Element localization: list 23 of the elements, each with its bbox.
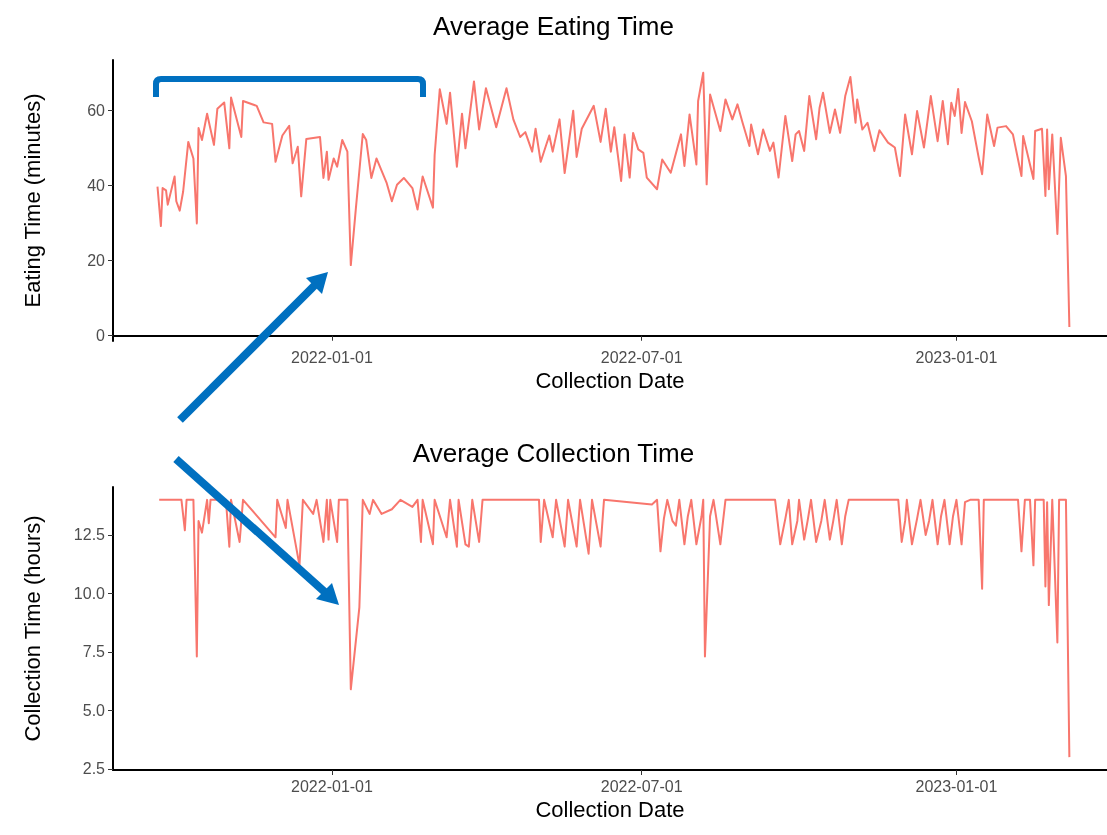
y-tick-label: 7.5: [82, 643, 106, 661]
chart-title: Average Eating Time: [433, 11, 674, 41]
x-tick-label: 2023-01-01: [915, 348, 998, 366]
y-axis-title: Eating Time (minutes): [19, 93, 45, 308]
x-axis-title: Collection Date: [535, 797, 685, 823]
chart-title: Average Collection Time: [412, 438, 695, 468]
y-tick-label: 0: [96, 327, 106, 345]
line-series: [158, 498, 1071, 759]
y-tick-label: 2.5: [82, 760, 106, 778]
x-tick-label: 2022-07-01: [600, 348, 683, 366]
y-tick-label: 10.0: [73, 584, 106, 602]
x-tick-label: 2023-01-01: [915, 777, 998, 795]
y-tick-label: 40: [87, 176, 106, 194]
y-tick-label: 20: [87, 252, 106, 270]
x-axis-title: Collection Date: [535, 368, 685, 394]
y-axis-title: Collection Time (hours): [19, 515, 45, 742]
x-tick-label: 2022-07-01: [600, 777, 683, 795]
y-tick-label: 12.5: [73, 526, 106, 544]
x-tick-label: 2022-01-01: [291, 348, 374, 366]
y-tick-label: 60: [87, 101, 106, 119]
y-tick-label: 5.0: [82, 701, 106, 719]
line-series: [156, 71, 1071, 329]
x-tick-label: 2022-01-01: [291, 777, 374, 795]
